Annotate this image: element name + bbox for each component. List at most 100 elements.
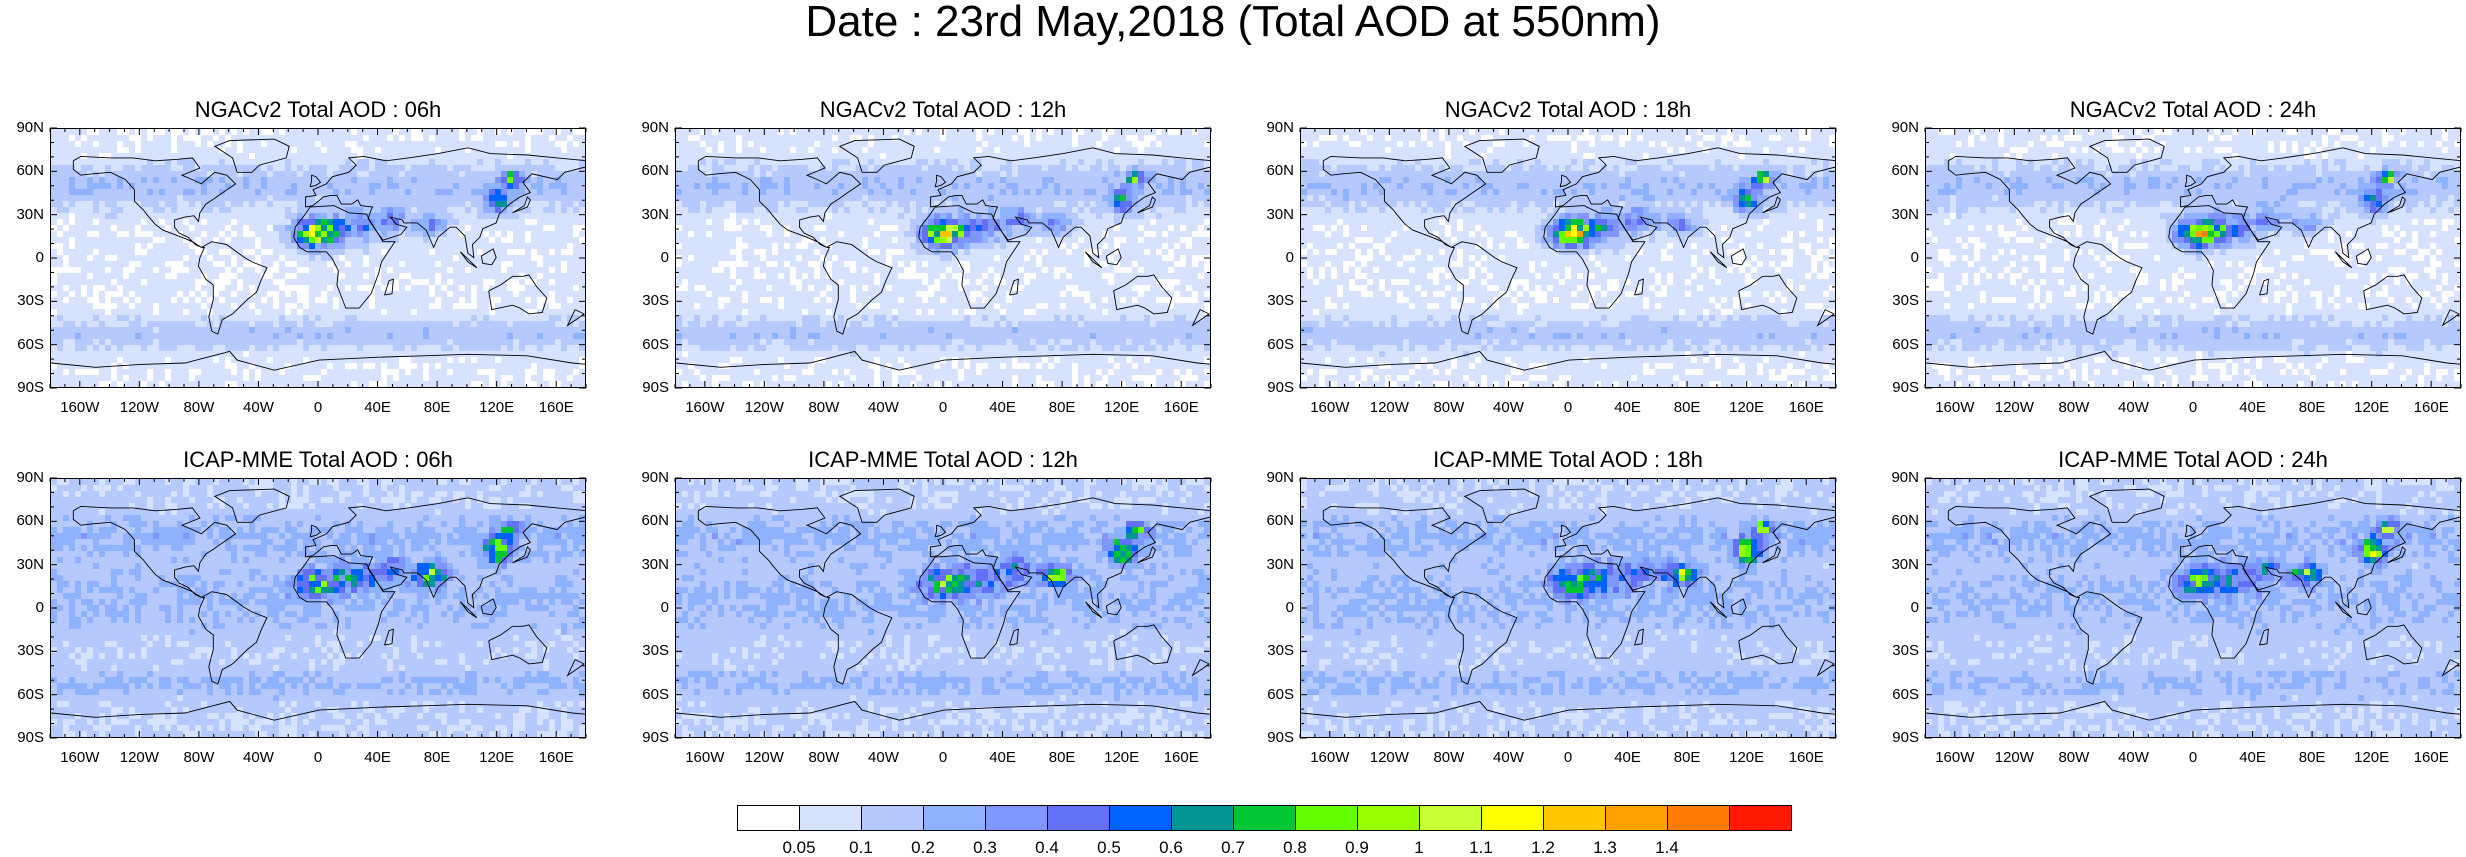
- colorbar-swatch: [737, 805, 800, 831]
- lon-tick-label: 80E: [2282, 400, 2342, 415]
- lon-tick-label: 160E: [1151, 750, 1211, 765]
- lon-tick-label: 120E: [1092, 750, 1152, 765]
- lon-tick-label: 120E: [1092, 400, 1152, 415]
- lat-tick-label: 0: [10, 600, 44, 615]
- lon-tick-label: 80W: [1419, 750, 1479, 765]
- lat-tick-label: 90N: [635, 120, 669, 135]
- lat-tick-label: 90S: [1885, 380, 1919, 395]
- lon-tick-label: 0: [2163, 750, 2223, 765]
- colorbar-swatch: [1171, 805, 1234, 831]
- lon-tick-label: 120W: [109, 750, 169, 765]
- colorbar-label: 0.8: [1275, 839, 1315, 856]
- lat-tick-label: 30S: [10, 293, 44, 308]
- lat-tick-label: 60S: [1260, 337, 1294, 352]
- lon-tick-label: 40W: [853, 750, 913, 765]
- lon-tick-label: 160E: [1776, 750, 1836, 765]
- lat-tick-label: 30S: [635, 643, 669, 658]
- lat-tick-label: 90S: [635, 380, 669, 395]
- lat-tick-label: 90S: [1885, 730, 1919, 745]
- colorbar-swatch: [1109, 805, 1172, 831]
- lon-tick-label: 40E: [973, 400, 1033, 415]
- lon-tick-label: 80E: [1032, 750, 1092, 765]
- colorbar-swatch: [1233, 805, 1296, 831]
- colorbar-label: 0.6: [1151, 839, 1191, 856]
- lat-tick-label: 90S: [10, 380, 44, 395]
- axis-ticks: [1300, 128, 1836, 388]
- lat-tick-label: 60S: [1885, 687, 1919, 702]
- lat-tick-label: 90S: [635, 730, 669, 745]
- colorbar-label: 1.1: [1461, 839, 1501, 856]
- lat-tick-label: 90S: [10, 730, 44, 745]
- lon-tick-label: 40W: [853, 400, 913, 415]
- colorbar-swatch: [861, 805, 924, 831]
- lon-tick-label: 120E: [467, 400, 527, 415]
- lon-tick-label: 160W: [675, 750, 735, 765]
- axis-ticks: [1300, 478, 1836, 738]
- lat-tick-label: 30S: [635, 293, 669, 308]
- panel-title: NGACv2 Total AOD : 06h: [50, 98, 586, 122]
- lon-tick-label: 80E: [407, 750, 467, 765]
- lat-tick-label: 0: [635, 600, 669, 615]
- lon-tick-label: 120E: [467, 750, 527, 765]
- colorbar-swatch: [1481, 805, 1544, 831]
- axis-ticks: [1925, 478, 2461, 738]
- colorbar-swatch: [1357, 805, 1420, 831]
- lat-tick-label: 30S: [10, 643, 44, 658]
- figure-title: Date : 23rd May,2018 (Total AOD at 550nm…: [0, 0, 2466, 44]
- lat-tick-label: 0: [1885, 600, 1919, 615]
- lon-tick-label: 120W: [1984, 400, 2044, 415]
- lon-tick-label: 80W: [794, 400, 854, 415]
- colorbar-swatch: [1605, 805, 1668, 831]
- panel-title: ICAP-MME Total AOD : 18h: [1300, 448, 1836, 472]
- lon-tick-label: 0: [2163, 400, 2223, 415]
- lon-tick-label: 40W: [1478, 400, 1538, 415]
- lon-tick-label: 0: [288, 750, 348, 765]
- colorbar-swatch: [1729, 805, 1792, 831]
- colorbar-swatch: [985, 805, 1048, 831]
- colorbar-swatch: [1047, 805, 1110, 831]
- lon-tick-label: 80E: [1657, 750, 1717, 765]
- lon-tick-label: 40W: [2103, 400, 2163, 415]
- panel-title: ICAP-MME Total AOD : 06h: [50, 448, 586, 472]
- lat-tick-label: 60N: [635, 163, 669, 178]
- axis-ticks: [50, 478, 586, 738]
- lon-tick-label: 120E: [1717, 750, 1777, 765]
- colorbar-label: 0.5: [1089, 839, 1129, 856]
- panel-title: ICAP-MME Total AOD : 12h: [675, 448, 1211, 472]
- lon-tick-label: 40E: [348, 750, 408, 765]
- lat-tick-label: 60N: [1260, 163, 1294, 178]
- lon-tick-label: 40E: [2223, 750, 2283, 765]
- lat-tick-label: 60N: [10, 163, 44, 178]
- lon-tick-label: 80W: [2044, 400, 2104, 415]
- colorbar-label: 0.3: [965, 839, 1005, 856]
- lon-tick-label: 80E: [1032, 400, 1092, 415]
- lon-tick-label: 160W: [675, 400, 735, 415]
- lat-tick-label: 60S: [1885, 337, 1919, 352]
- colorbar-label: 1.3: [1585, 839, 1625, 856]
- lon-tick-label: 80W: [169, 750, 229, 765]
- lat-tick-label: 30N: [635, 207, 669, 222]
- colorbar-swatch: [1419, 805, 1482, 831]
- panel-title: ICAP-MME Total AOD : 24h: [1925, 448, 2461, 472]
- lat-tick-label: 90N: [635, 470, 669, 485]
- lat-tick-label: 60N: [635, 513, 669, 528]
- colorbar-swatch: [1667, 805, 1730, 831]
- lon-tick-label: 120E: [2342, 400, 2402, 415]
- lat-tick-label: 0: [1260, 600, 1294, 615]
- lat-tick-label: 90N: [10, 120, 44, 135]
- lon-tick-label: 160W: [1925, 400, 1985, 415]
- lat-tick-label: 30S: [1885, 643, 1919, 658]
- colorbar-label: 0.4: [1027, 839, 1067, 856]
- lon-tick-label: 160W: [1925, 750, 1985, 765]
- lon-tick-label: 40W: [228, 400, 288, 415]
- axis-ticks: [1925, 128, 2461, 388]
- lon-tick-label: 40E: [973, 750, 1033, 765]
- lon-tick-label: 120W: [1359, 750, 1419, 765]
- lat-tick-label: 60S: [10, 687, 44, 702]
- lat-tick-label: 90N: [1260, 470, 1294, 485]
